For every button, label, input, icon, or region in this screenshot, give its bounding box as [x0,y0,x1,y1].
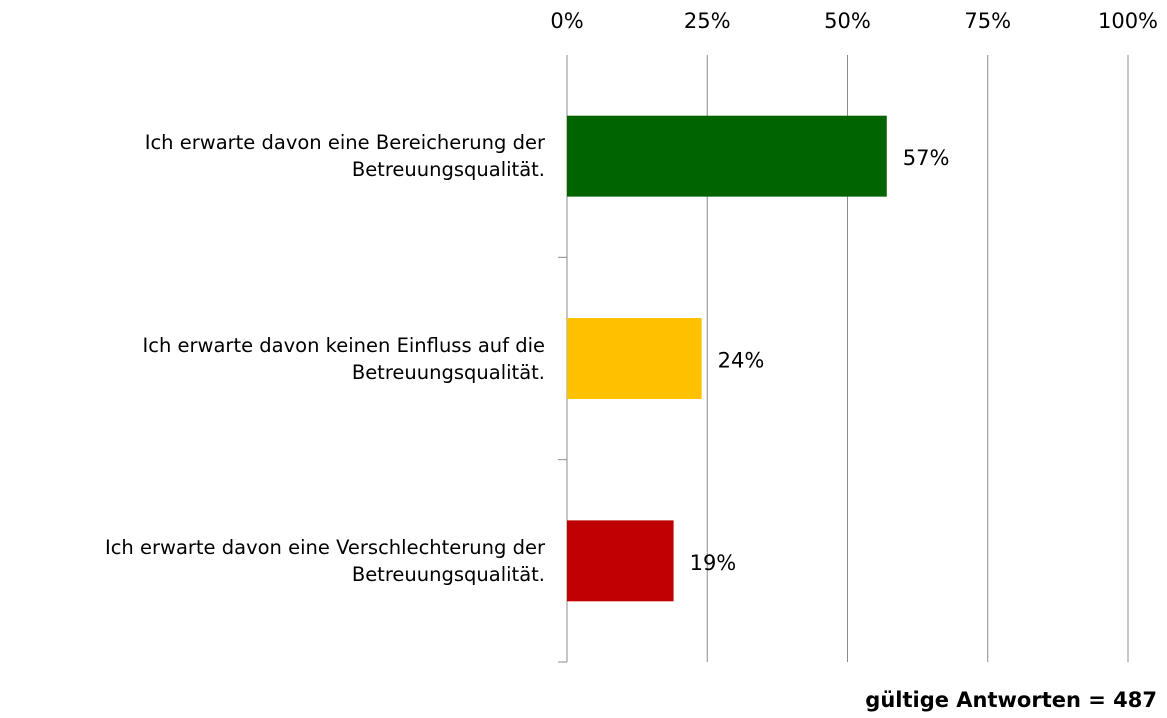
x-tick-label: 0% [550,9,583,33]
category-label: Ich erwarte davon keinen Einfluss auf di… [142,333,545,384]
bar [567,318,702,399]
x-tick-label: 50% [824,9,871,33]
x-tick-label: 100% [1098,9,1158,33]
bar [567,520,674,602]
value-label: 19% [690,551,737,575]
category-label: Ich erwarte davon eine Bereicherung der … [144,131,545,182]
bar [567,115,887,197]
x-tick-label: 75% [964,9,1011,33]
value-label: 57% [903,146,950,170]
x-tick-label: 25% [684,9,731,33]
category-label: Ich erwarte davon eine Verschlechterung … [104,535,545,586]
annotation: gültige Antworten = 487 [865,688,1157,712]
value-label: 24% [718,349,765,373]
